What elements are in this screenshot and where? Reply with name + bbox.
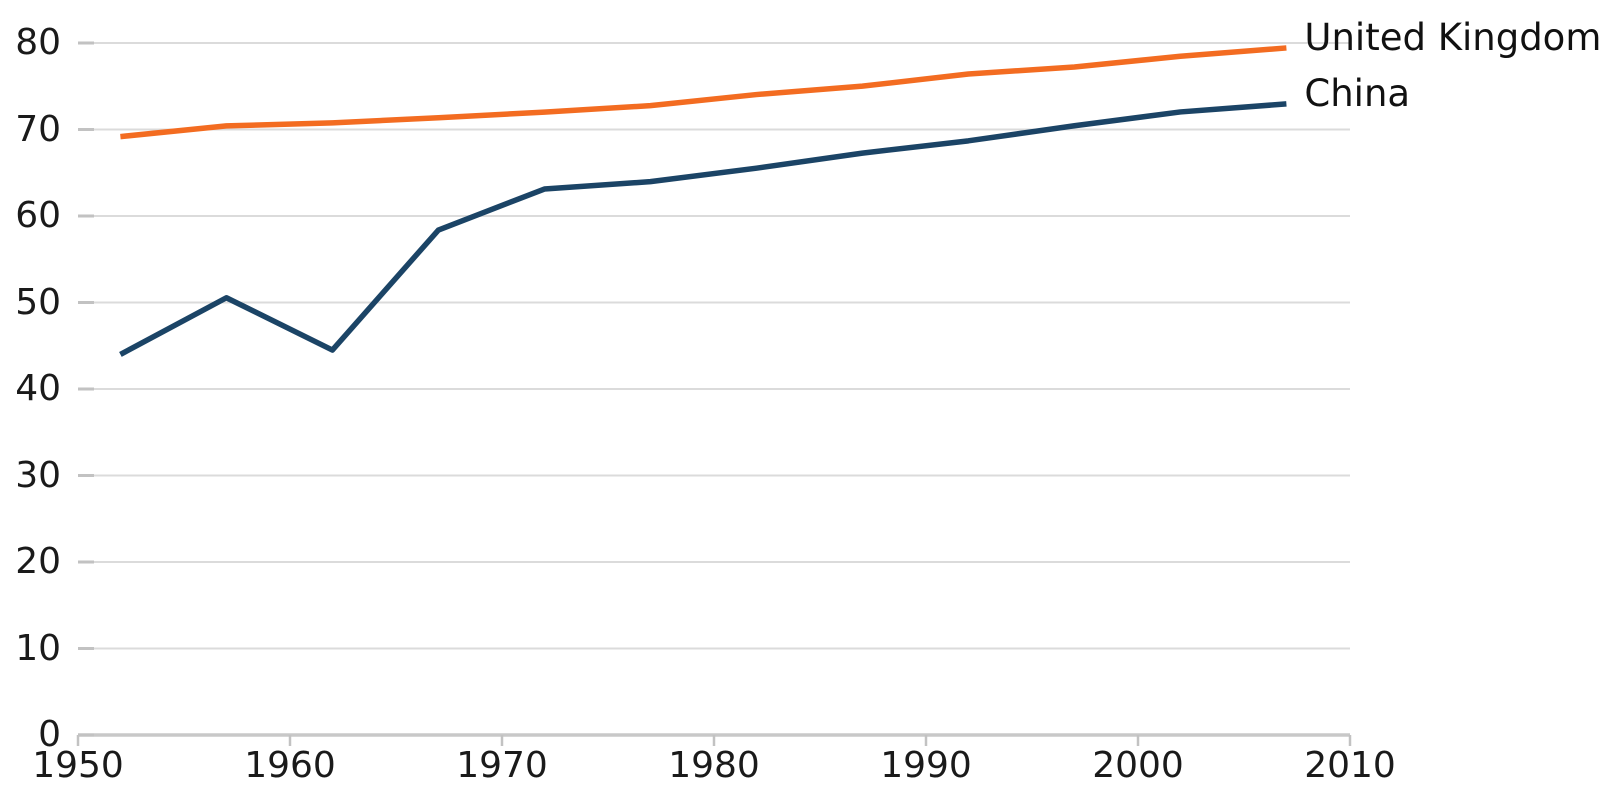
series-label-china: China: [1304, 71, 1411, 115]
x-tick-label: 1980: [668, 745, 760, 786]
x-tick-label: 1970: [456, 745, 548, 786]
y-tick-label: 80: [15, 22, 61, 63]
y-tick-label: 60: [15, 195, 61, 236]
x-tick-label: 1990: [880, 745, 972, 786]
united-kingdom-line: [120, 45, 1287, 140]
x-tick-label: 2000: [1092, 745, 1184, 786]
y-tick-label: 50: [15, 281, 61, 323]
y-tick-label: 0: [38, 714, 61, 755]
x-tick-label: 1950: [32, 745, 124, 786]
y-tick-label: 10: [15, 627, 61, 669]
x-tick-label: 2010: [1304, 745, 1396, 786]
y-tick-label: 40: [15, 368, 61, 409]
y-tick-label: 20: [15, 541, 61, 582]
china-line: [119, 101, 1287, 357]
y-tick-label: 70: [15, 108, 61, 150]
y-tick-label: 30: [15, 454, 61, 496]
series-label-united-kingdom: United Kingdom: [1304, 15, 1602, 59]
x-tick-label: 1960: [244, 745, 336, 786]
